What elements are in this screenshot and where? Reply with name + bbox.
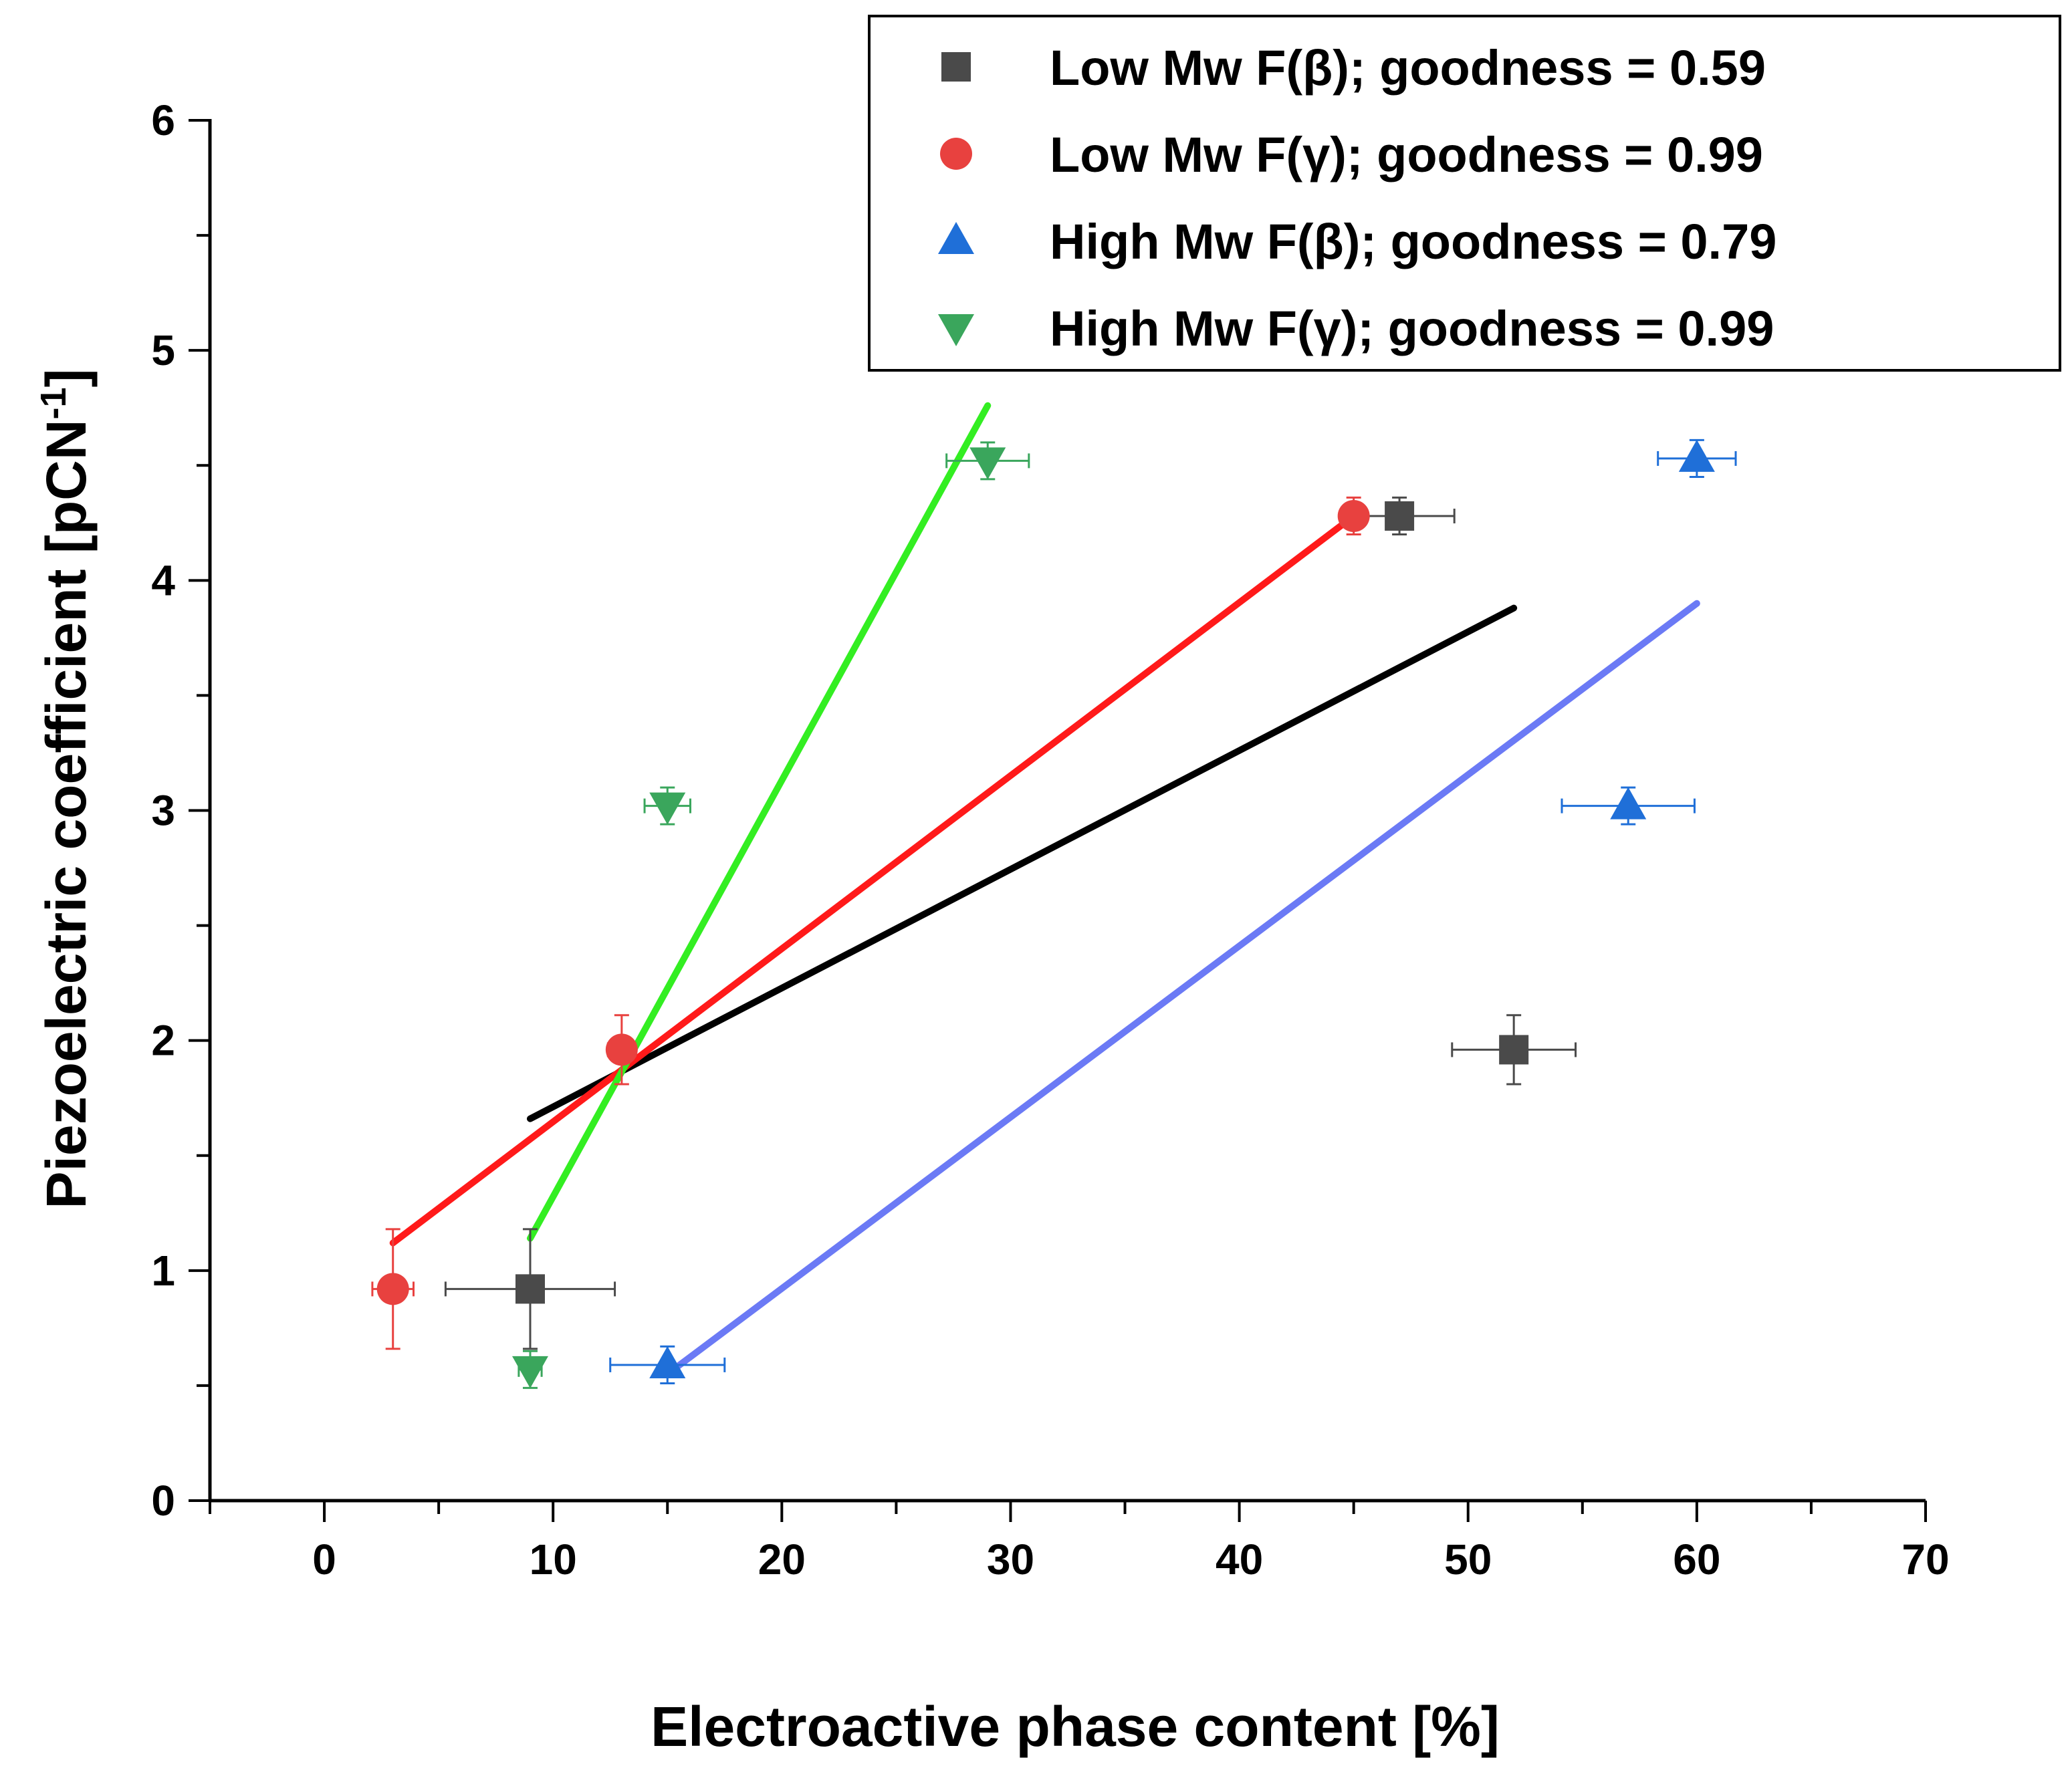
data-point-series-3 (1678, 439, 1715, 472)
data-point-series-3 (1610, 787, 1647, 819)
fit-line-3 (664, 600, 1700, 1378)
legend: Low Mw F(β); goodness = 0.59 Low Mw F(γ);… (868, 15, 2061, 372)
x-tick-label: 60 (1673, 1535, 1720, 1584)
legend-label-1: Low Mw F(β); goodness = 0.59 (1050, 40, 1766, 96)
data-markers (376, 439, 1715, 1388)
data-point-series-2 (376, 1273, 409, 1305)
legend-frame (868, 15, 2061, 372)
fit-line-1 (526, 604, 1518, 1122)
legend-marker-1 (941, 52, 971, 82)
y-tick-label: 2 (151, 1017, 175, 1065)
x-tick-label: 10 (530, 1535, 577, 1584)
axes (189, 119, 1927, 1522)
legend-label-3: High Mw F(β); goodness = 0.79 (1050, 214, 1776, 269)
data-point-series-4 (511, 1356, 548, 1388)
legend-marker-3 (938, 222, 974, 254)
data-point-series-2 (605, 1033, 638, 1066)
x-tick-label: 50 (1444, 1535, 1492, 1584)
data-point-series-4 (969, 447, 1006, 480)
x-tick-label: 40 (1216, 1535, 1263, 1584)
y-tick-label: 0 (151, 1477, 175, 1525)
y-tick-label: 3 (151, 787, 175, 835)
x-tick-labels: 0 10 20 30 40 50 60 70 (312, 1535, 1949, 1584)
x-tick-label: 30 (987, 1535, 1034, 1584)
fit-lines (389, 402, 1700, 1378)
y-axis-title: Piezoelectric coefficient [pCN-1] (33, 369, 98, 1209)
y-axis-title-superscript: -1 (33, 388, 74, 420)
x-tick-label: 20 (758, 1535, 806, 1584)
fit-line-4 (526, 402, 992, 1242)
x-tick-label: 70 (1902, 1535, 1949, 1584)
data-point-series-4 (649, 792, 686, 825)
legend-label-4: High Mw F(γ); goodness = 0.99 (1050, 301, 1774, 356)
y-tick-label: 4 (151, 556, 175, 604)
data-point-series-1 (1385, 501, 1415, 531)
x-tick-label: 0 (312, 1535, 336, 1584)
x-axis-title: Electroactive phase content [%] (651, 1695, 1500, 1758)
y-axis-title-close: ] (35, 369, 98, 388)
y-axis-title-main: Piezoelectric coefficient [pCN (35, 420, 98, 1209)
y-tick-label: 5 (151, 326, 175, 374)
y-tick-label: 6 (151, 96, 175, 144)
legend-marker-2 (940, 138, 972, 170)
legend-label-2: Low Mw F(γ); goodness = 0.99 (1050, 127, 1763, 182)
fit-line-2 (389, 512, 1357, 1247)
data-point-series-2 (1337, 499, 1370, 532)
data-point-series-1 (1499, 1035, 1529, 1065)
error-bars (371, 438, 1737, 1389)
y-tick-label: 1 (151, 1247, 175, 1295)
data-point-series-1 (515, 1274, 545, 1304)
data-point-series-3 (649, 1346, 686, 1378)
legend-marker-4 (938, 314, 974, 346)
y-tick-labels: 0 1 2 3 4 5 6 (151, 96, 175, 1525)
